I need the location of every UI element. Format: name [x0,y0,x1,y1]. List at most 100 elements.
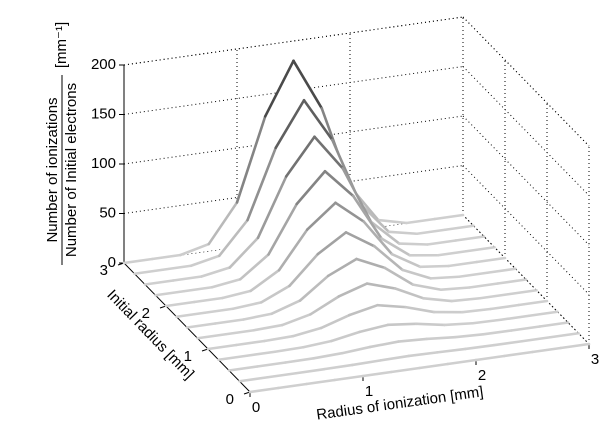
x-tick-label: 2 [478,367,486,384]
curve-segment [189,254,221,268]
curve-segment [182,285,214,293]
curve-segment [390,252,422,269]
x-tick-label: 3 [591,351,599,368]
curve-segment [255,361,287,368]
curve-segment [496,278,528,285]
curve-segment [457,271,489,279]
curve-segment [301,339,333,349]
curve-segment [326,257,358,278]
curve-segment [200,266,232,278]
curve-segment [489,303,521,311]
curve-segment [559,342,591,350]
curve-segment [322,363,354,371]
curve-segment [474,354,506,362]
curve-segment [291,326,323,338]
curve-segment [422,297,454,303]
curve-segment [443,224,475,232]
curve-segment [418,362,450,370]
x-tick-label: 0 [252,399,260,416]
curve-segment [435,347,467,354]
curve-segment [411,283,443,292]
z-axis-label: Number of ionizations Number of Initial … [44,22,80,265]
curve-segment [298,274,330,302]
curve-segment [464,343,496,351]
grid-line [462,115,590,246]
curve-segment [397,242,429,246]
curve-segment [376,218,408,225]
curve-segment [305,201,337,231]
curve-segment [276,382,308,390]
curve-segment [171,275,203,282]
curve-segment [527,310,559,318]
curve-segment [436,249,468,257]
curve-segment [284,357,316,364]
curve-segment [256,175,288,240]
curve-segment [313,135,345,170]
curve-segment [450,296,482,303]
curve-segment [499,314,531,322]
curve-segment [386,322,418,327]
curve-segment [267,202,299,256]
z-tick-label: 50 [99,204,116,221]
curve-segment [221,289,253,300]
y-tick-label: 2 [142,305,150,322]
curve-segment [344,231,376,248]
curve-segment [295,169,327,206]
curve-segment [270,299,302,316]
curve-segment [227,365,259,372]
y-tick-label: 3 [100,262,108,279]
box-edge [123,16,464,66]
curve-segment [334,201,366,223]
curve-segment [341,167,373,224]
curve-segment [429,275,461,280]
curve-segment [351,359,383,367]
curve-segment [365,282,397,290]
curve-segment [481,329,513,336]
curve-segment [231,301,263,311]
curve-segment [323,169,355,198]
curve-segment [277,228,309,272]
curve-segment [418,264,450,269]
curve-segment [333,374,365,382]
curve-segment [355,257,387,270]
curve-segment [238,253,270,281]
curve-segment [404,305,436,314]
curve-segment [502,350,534,358]
curve-segment [263,59,295,118]
curve-segment [284,135,316,178]
curve-segment [206,343,238,351]
curve-segment [510,325,542,332]
x-tick-label: 1 [365,383,373,400]
curve-segment [369,220,401,245]
z-label-numerator: Number of ionizations [44,97,61,242]
curve-segment [492,339,524,347]
y-tick-label: 1 [184,348,192,365]
curve-segment [280,313,312,327]
curve-segment [415,228,447,236]
curve-segment [361,370,393,378]
z-tick-label: 100 [91,155,116,172]
curve-segment [133,268,165,276]
curve-segment [179,242,211,257]
curve-segment [203,307,235,315]
z-label-denominator: Number of Initial electrons [63,83,80,257]
curve-segment [316,231,348,256]
curve-segment [319,313,351,330]
curve-segment [485,267,517,275]
curve-segment [235,114,267,204]
grid-line [462,165,590,295]
curve-segment [433,213,465,221]
curve-segment [263,334,295,343]
curve-segment [217,218,249,258]
curve-segment [362,220,394,256]
curve-segment [143,279,175,286]
curve-segment [468,282,500,289]
curve-segment [192,296,224,304]
curve-segment [252,323,284,332]
curve-segment [266,371,298,379]
curve-segment [383,266,415,286]
curve-segment [407,351,439,358]
curve-segment [312,351,344,360]
x-axis-label: Radius of ionization [mm] [315,383,484,423]
curve-segment [150,253,182,261]
